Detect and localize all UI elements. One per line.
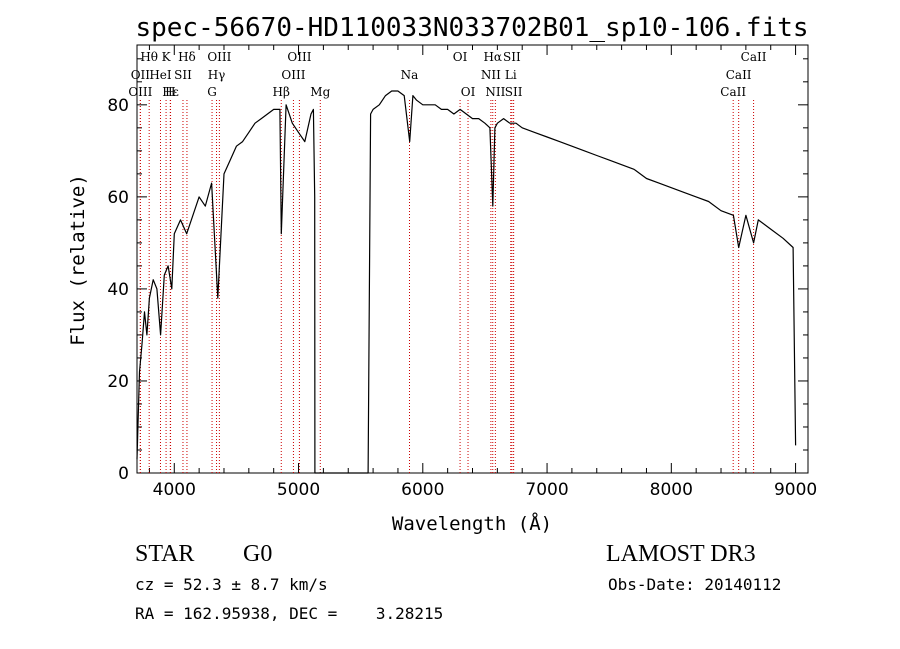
y-tick-label: 40	[107, 280, 129, 300]
axes: 4000 5000 6000 7000 8000 9000 0 20 40 60 80	[107, 44, 817, 500]
line-marker-label: SII	[503, 50, 521, 64]
object-subclass: G0	[243, 541, 273, 567]
line-marker-label: OIII	[281, 68, 305, 82]
line-marker-label: OIII	[207, 50, 231, 64]
line-marker-label: Hθ	[140, 50, 158, 64]
line-marker-label: SII	[505, 85, 523, 99]
x-tick-label: 7000	[525, 480, 568, 500]
y-tick-label: 20	[107, 372, 129, 392]
line-marker-label: NII	[485, 85, 505, 99]
line-marker-label: Hγ	[208, 68, 226, 82]
line-marker-label: Hδ	[178, 50, 196, 64]
series-line-flux	[136, 90, 797, 474]
y-tick-label: 0	[118, 464, 129, 484]
line-marker-label: HeI	[149, 68, 172, 82]
line-marker-label: K	[162, 50, 172, 64]
x-axis-label: Wavelength (Å)	[392, 512, 552, 535]
line-marker-label: OII	[131, 68, 151, 82]
line-marker-label: Mg	[310, 85, 330, 99]
line-marker-label: OI	[453, 50, 468, 64]
line-marker-label: OIII	[128, 85, 152, 99]
line-marker-label: NII	[481, 68, 501, 82]
line-marker-label: CaII	[726, 68, 752, 82]
line-marker-label: OI	[461, 85, 476, 99]
coordinates-text: RA = 162.95938, DEC = 3.28215	[135, 604, 444, 623]
chart-title: spec-56670-HD110033N033702B01_sp10-106.f…	[135, 13, 808, 43]
line-marker-label: CaII	[741, 50, 767, 64]
line-marker-label: SII	[174, 68, 192, 82]
y-axis-label: Flux (relative)	[67, 174, 89, 346]
series-layer	[136, 90, 797, 474]
line-marker-label: Na	[401, 68, 419, 82]
line-marker-label: G	[207, 85, 217, 99]
x-tick-label: 4000	[153, 480, 196, 500]
line-marker-label: CaII	[720, 85, 746, 99]
line-marker-label: OIII	[287, 50, 311, 64]
x-tick-label: 9000	[774, 480, 817, 500]
line-marker-label: Hα	[483, 50, 502, 64]
line-marker-label: Hβ	[273, 85, 290, 99]
survey-name: LAMOST DR3	[606, 541, 756, 567]
plot-frame	[136, 44, 809, 474]
line-marker-label: Hε	[162, 85, 179, 99]
x-tick-label: 8000	[650, 480, 693, 500]
y-tick-label: 60	[107, 188, 129, 208]
x-tick-label: 5000	[277, 480, 320, 500]
object-class: STAR	[135, 541, 195, 567]
y-tick-label: 80	[107, 96, 129, 116]
line-marker-label: H	[165, 85, 175, 99]
x-tick-label: 6000	[401, 480, 444, 500]
obs-date-text: Obs-Date: 20140112	[608, 575, 782, 594]
line-marker-label: Li	[505, 68, 517, 82]
redshift-text: cz = 52.3 ± 8.7 km/s	[135, 575, 328, 594]
